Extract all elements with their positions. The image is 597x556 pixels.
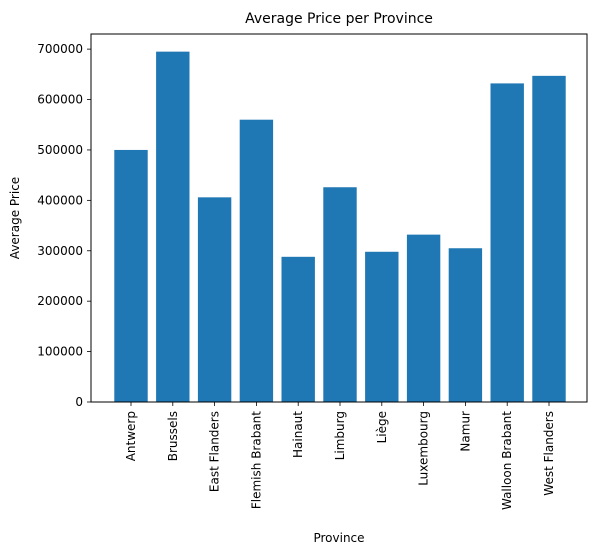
- x-tick-label: Brussels: [166, 411, 180, 461]
- bar-5: [323, 187, 357, 402]
- y-tick-label: 700000: [37, 42, 83, 56]
- x-tick-label: West Flanders: [542, 411, 556, 496]
- y-tick-label: 300000: [37, 244, 83, 258]
- bar-3: [239, 119, 274, 402]
- bar-8: [448, 248, 483, 402]
- y-tick-label: 400000: [37, 193, 83, 207]
- bar-7: [406, 234, 441, 402]
- chart-title: Average Price per Province: [245, 11, 433, 27]
- x-tick-label: Walloon Brabant: [500, 411, 514, 510]
- y-tick-label: 200000: [37, 294, 83, 308]
- y-tick-label: 0: [75, 395, 83, 409]
- bars-group: [114, 51, 566, 403]
- y-tick-label: 500000: [37, 143, 83, 157]
- x-tick-label: Namur: [458, 411, 472, 452]
- bar-9: [490, 83, 524, 402]
- bar-6: [365, 251, 399, 402]
- x-tick-label: Antwerp: [124, 411, 138, 461]
- bar-10: [532, 75, 566, 402]
- y-axis-label: Average Price: [8, 177, 22, 259]
- x-tick-label: East Flanders: [208, 411, 222, 492]
- bar-0: [114, 149, 148, 402]
- y-tick-label: 600000: [37, 93, 83, 107]
- x-axis-ticks: Antwerp Brussels East Flanders Flemish Brab…: [124, 402, 556, 510]
- y-tick-label: 100000: [37, 345, 83, 359]
- bar-1: [156, 51, 190, 403]
- plot-frame: [90, 33, 588, 403]
- x-axis-label: Province: [313, 531, 364, 545]
- x-tick-label: Liège: [375, 411, 389, 443]
- bar-4: [281, 256, 315, 402]
- y-axis-ticks: 0 100000 200000 300000 400000 500000 600000 700…: [37, 42, 91, 409]
- x-tick-label: Luxembourg: [417, 411, 431, 486]
- bar-2: [197, 197, 232, 402]
- x-tick-label: Hainaut: [291, 411, 305, 458]
- x-tick-label: Flemish Brabant: [249, 411, 263, 509]
- x-tick-label: Limburg: [333, 411, 347, 460]
